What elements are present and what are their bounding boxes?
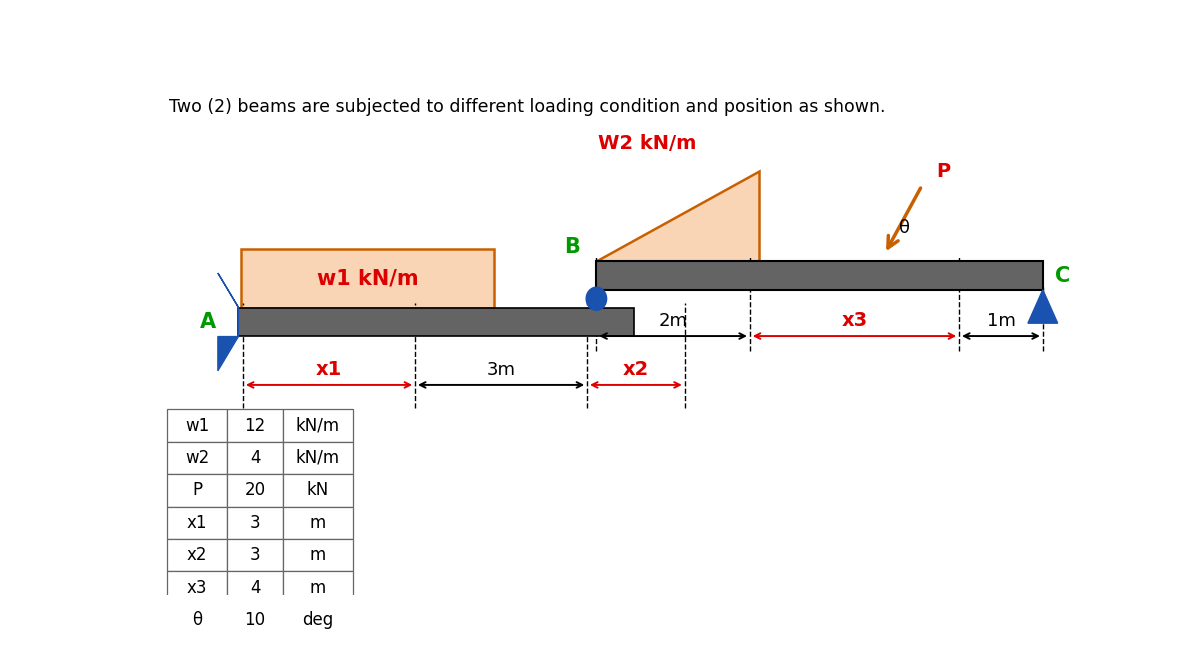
Bar [283,442,353,474]
Bar [283,604,353,636]
Text: x3: x3 [841,311,868,330]
Text: θ: θ [899,219,910,237]
Text: 4: 4 [250,449,260,467]
Text: m: m [310,514,326,532]
Text: 10: 10 [245,611,265,629]
Text: B: B [564,237,580,257]
Text: A: A [199,312,216,332]
Bar [227,539,283,571]
Bar [227,506,283,539]
Bar [283,409,353,442]
Text: x2: x2 [623,360,649,379]
Bar [227,442,283,474]
Text: 3m: 3m [486,361,516,379]
Bar [227,409,283,442]
Text: 1m: 1m [986,312,1015,330]
Bar [167,604,227,636]
Bar [167,539,227,571]
Text: kN/m: kN/m [296,417,340,435]
Text: w1: w1 [185,417,209,435]
Text: w2: w2 [185,449,209,467]
Bar [167,506,227,539]
Bar [283,539,353,571]
Text: 12: 12 [245,417,265,435]
Text: x1: x1 [316,360,342,379]
Text: x2: x2 [187,546,208,564]
Text: kN: kN [307,482,329,500]
Text: 4: 4 [250,578,260,597]
Bar [167,474,227,506]
Polygon shape [1028,290,1057,323]
Polygon shape [218,273,239,371]
Text: kN/m: kN/m [296,449,340,467]
Bar [283,506,353,539]
Text: w1 kN/m: w1 kN/m [317,268,419,288]
Text: 3: 3 [250,514,260,532]
Text: x3: x3 [187,578,208,597]
Bar [167,409,227,442]
Bar [167,571,227,604]
Text: W2 kN/m: W2 kN/m [599,134,697,154]
Text: C: C [1055,266,1070,286]
Text: 2m: 2m [659,312,688,330]
Polygon shape [596,172,760,261]
Ellipse shape [586,287,607,311]
Text: Two (2) beams are subjected to different loading condition and position as shown: Two (2) beams are subjected to different… [168,98,886,116]
Bar [227,571,283,604]
Bar [227,474,283,506]
Text: deg: deg [302,611,334,629]
Bar [241,248,494,308]
Bar [596,261,1043,290]
Text: m: m [310,578,326,597]
Text: P: P [192,482,202,500]
Text: 20: 20 [245,482,265,500]
Text: P: P [936,162,950,182]
Bar [227,604,283,636]
Bar [283,571,353,604]
Bar [283,474,353,506]
Text: 3: 3 [250,546,260,564]
Bar [167,442,227,474]
Bar [239,308,634,336]
Text: x1: x1 [187,514,208,532]
Text: m: m [310,546,326,564]
Text: θ: θ [192,611,202,629]
